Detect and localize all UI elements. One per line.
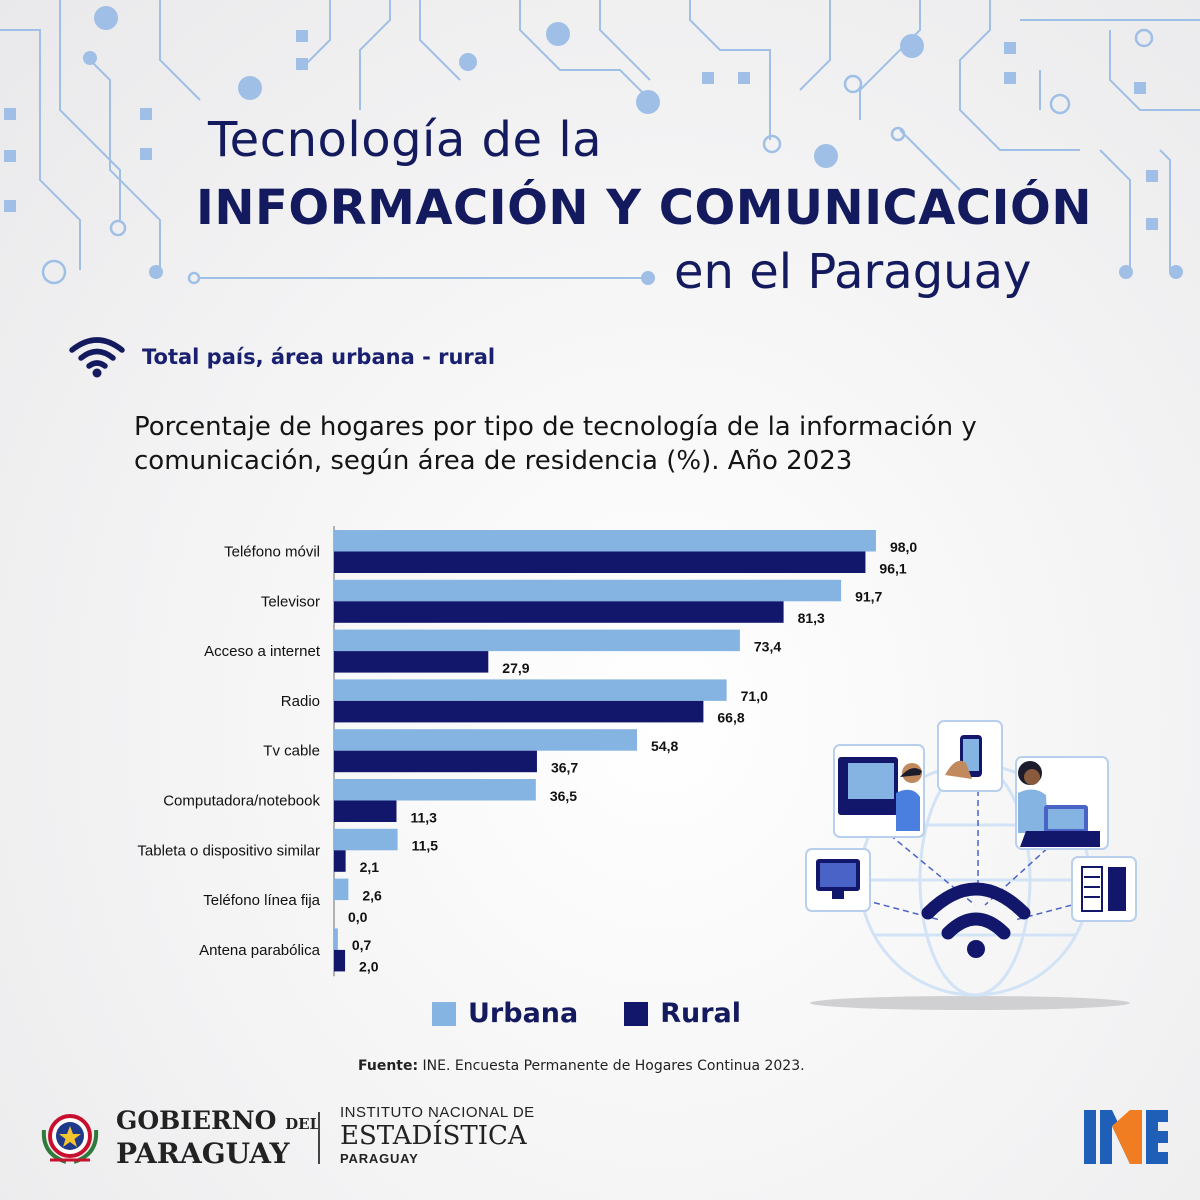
data-label-urbana: 54,8 [651, 738, 678, 754]
subtitle-text: Total país, área urbana - rural [142, 345, 496, 369]
bar-rural [334, 700, 704, 723]
bar-urbana [334, 579, 842, 602]
gobierno-logo: GOBIERNO DEL PARAGUAY [36, 1106, 320, 1169]
data-label-urbana: 71,0 [741, 688, 768, 704]
data-label-urbana: 2,6 [362, 887, 382, 903]
footer-divider [318, 1112, 320, 1164]
category-label: Computadora/notebook [163, 793, 320, 810]
ine-line-2: ESTADÍSTICA [340, 1121, 527, 1151]
data-label-urbana: 36,5 [550, 788, 577, 804]
subtitle-row: Total país, área urbana - rural [68, 336, 495, 378]
gov-del: DEL [285, 1115, 321, 1133]
chart-legend: Urbana Rural [432, 998, 787, 1029]
bar-rural [334, 750, 537, 773]
bar-chart: Teléfono móvil 98,0 96,1 Televisor 91,7 81,3 A… [137, 526, 917, 977]
bar-rural [334, 850, 346, 872]
circuit-background [0, 0, 1200, 285]
category-label: Tv cable [263, 743, 320, 760]
data-label-rural: 2,1 [360, 859, 380, 875]
bar-rural [334, 800, 397, 822]
title-line-2: INFORMACIÓN Y COMUNICACIÓN [196, 180, 1092, 236]
source-text: INE. Encuesta Permanente de Hogares Cont… [418, 1058, 805, 1074]
data-label-urbana: 0,7 [352, 937, 372, 953]
data-label-rural: 66,8 [717, 710, 744, 726]
ine-line-3: PARAGUAY [340, 1151, 419, 1166]
chart-title: Porcentaje de hogares por tipo de tecnol… [134, 412, 977, 476]
category-label: Radio [281, 693, 320, 710]
bar-urbana [334, 928, 338, 950]
category-label: Teléfono línea fija [203, 892, 320, 909]
gov-line-1: GOBIERNO [116, 1106, 277, 1135]
wifi-icon [69, 337, 125, 378]
large-wifi-icon [921, 882, 1031, 940]
legend-swatch-urbana [432, 1001, 456, 1026]
category-label: Teléfono móvil [224, 544, 320, 561]
data-label-rural: 2,0 [359, 959, 379, 975]
technology-illustration [805, 720, 1137, 1010]
category-label: Acceso a internet [204, 643, 321, 660]
bar-rural [334, 601, 784, 623]
bar-urbana [334, 779, 536, 801]
title-line-3: en el Paraguay [674, 244, 1032, 300]
category-label: Tableta o dispositivo similar [137, 842, 320, 859]
data-label-rural: 81,3 [798, 610, 825, 626]
bar-urbana [334, 530, 876, 552]
gov-line-2: PARAGUAY [116, 1137, 290, 1170]
source-label: Fuente: [358, 1058, 419, 1074]
legend-swatch-rural [624, 1001, 649, 1026]
data-label-rural: 36,7 [551, 759, 578, 775]
coat-of-arms-icon [41, 1113, 99, 1164]
data-label-rural: 0,0 [348, 909, 368, 925]
bar-urbana [334, 729, 638, 751]
data-label-rural: 27,9 [502, 660, 529, 676]
bar-urbana [334, 629, 740, 652]
bar-urbana [334, 878, 349, 901]
data-label-rural: 96,1 [879, 560, 906, 576]
legend-label-rural: Rural [660, 998, 742, 1029]
ine-line-1: INSTITUTO NACIONAL DE [340, 1104, 535, 1121]
data-label-urbana: 73,4 [754, 638, 781, 654]
data-label-urbana: 91,7 [855, 589, 882, 605]
data-label-urbana: 98,0 [890, 539, 917, 555]
legend-label-urbana: Urbana [468, 998, 579, 1029]
bar-urbana [334, 828, 398, 851]
category-label: Televisor [261, 593, 320, 610]
bar-rural [334, 651, 489, 673]
category-label: Antena parabólica [199, 942, 321, 959]
bar-urbana [334, 679, 727, 701]
bar-rural [334, 949, 346, 972]
data-label-rural: 11,3 [410, 809, 437, 825]
ine-wordmark: INSTITUTO NACIONAL DE ESTADÍSTICA PARAGU… [340, 1104, 535, 1166]
title-line-1: Tecnología de la [208, 112, 603, 168]
data-label-urbana: 11,5 [412, 838, 439, 854]
ine-logo [1084, 1110, 1168, 1164]
source-note: Fuente: INE. Encuesta Permanente de Hoga… [358, 1058, 805, 1074]
bar-rural [334, 551, 866, 573]
